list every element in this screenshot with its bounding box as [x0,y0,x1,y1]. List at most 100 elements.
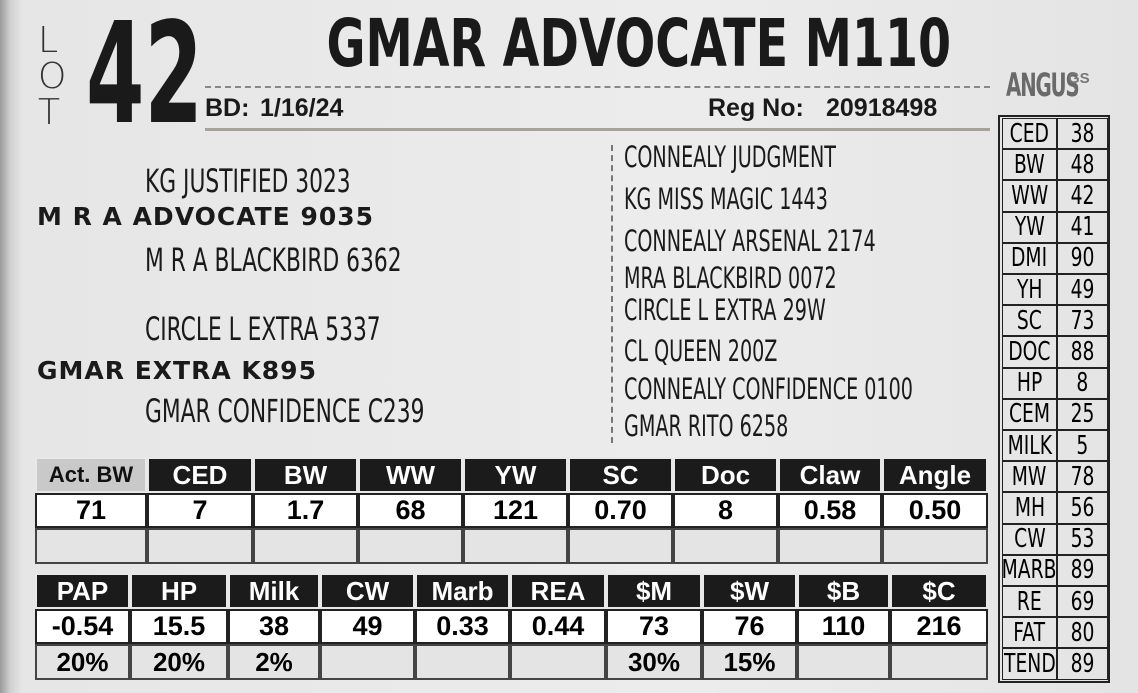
logo-text: ANGUS [1006,66,1080,104]
side-table-cell: 48 [1057,149,1108,181]
table-header: $C [890,573,988,609]
table-value: 216 [890,609,988,644]
table-header: Claw [778,457,882,493]
reg-label: Reg No: [708,94,804,122]
pedigree-ancestor-text: CONNEALY ARSENAL 2174 [624,224,876,258]
side-table-cell: 49 [1057,274,1108,306]
table-percentile: 15% [702,644,797,680]
side-table-cell: 41 [1057,211,1108,243]
side-value: 41 [1070,212,1095,243]
side-value: 56 [1070,492,1095,523]
table-header: REA [510,573,606,609]
side-table-cell: CEM [1002,398,1057,430]
table-value: 73 [606,609,702,644]
side-value: 48 [1070,149,1095,180]
side-label: DMI [1011,243,1048,274]
side-label: YH [1016,274,1043,305]
birth-date-label: BD: [205,94,250,122]
side-label: MARB [1002,555,1057,586]
side-value: 5 [1076,430,1089,461]
title-text: GMAR ADVOCATE M110 [326,5,952,82]
side-table-cell: RE [1002,586,1057,618]
side-value: 25 [1070,399,1095,430]
table-header: Doc [673,457,778,493]
side-value: 53 [1070,524,1095,555]
side-table-cell: 80 [1057,617,1108,649]
side-table-cell: 8 [1057,367,1108,399]
reg-number: 20918498 [826,94,938,122]
side-value: 89 [1070,555,1095,586]
side-value: 89 [1070,648,1095,679]
pedigree-ancestor-text: MRA BLACKBIRD 0072 [624,261,837,295]
table-header: $W [702,573,797,609]
side-table-cell: 53 [1057,523,1108,555]
table-header: $M [606,573,702,609]
pedigree-ancestor: CONNEALY JUDGMENT [624,140,945,175]
side-table-cell: MH [1002,492,1057,524]
pedigree-grandparent: M R A BLACKBIRD 6362 [145,241,522,279]
table-blank [882,528,988,564]
pedigree-ancestor: CIRCLE L EXTRA 29W [624,293,930,328]
side-value: 42 [1070,180,1095,211]
table-value: 1.7 [253,493,358,528]
table-value: 0.50 [882,493,988,528]
side-label: SC [1017,305,1042,336]
table-blank [253,528,358,564]
pedigree-grandparent: GMAR CONFIDENCE C239 [145,392,556,430]
table-percentile [415,644,510,680]
side-value: 88 [1070,336,1095,367]
pedigree-ancestor-text: CL QUEEN 200Z [624,334,778,368]
side-table-cell: DMI [1002,242,1057,274]
side-label: BW [1014,149,1045,180]
side-label: DOC [1008,336,1051,367]
side-table-cell: HP [1002,367,1057,399]
table-value: 0.58 [778,493,882,528]
logo: ANGUS [1006,66,1123,104]
side-label: TEND [1003,648,1056,679]
side-label: MW [1012,461,1047,492]
side-table-cell: 78 [1057,461,1108,493]
side-label: MH [1014,492,1045,523]
table-header: HP [130,573,228,609]
table-value: 15.5 [130,609,228,644]
table-percentile: 20% [130,644,228,680]
side-table-cell: MW [1002,461,1057,493]
pedigree-ancestor: KG MISS MAGIC 1443 [624,182,933,217]
side-value: 69 [1070,586,1095,617]
table-value: 49 [320,609,415,644]
table-percentile [797,644,890,680]
logo-suffix: GS [1068,70,1090,87]
lot-letter: L [38,20,59,61]
table-blank [147,528,253,564]
header-rule [205,128,990,131]
table-header: PAP [35,573,130,609]
side-value: 38 [1070,118,1095,149]
table-percentile: 2% [228,644,320,680]
table-blank [568,528,673,564]
side-value: 90 [1070,243,1095,274]
side-table-cell: 5 [1057,430,1108,462]
table-header: Angle [882,457,988,493]
side-label: FAT [1013,617,1046,648]
table-value: 0.44 [510,609,606,644]
table-percentile [890,644,988,680]
lot-letter: O [38,56,67,97]
pedigree-ancestor: CONNEALY CONFIDENCE 0100 [624,372,1062,407]
title-rule [205,86,990,88]
table-value: 0.33 [415,609,510,644]
pedigree-ancestor: MRA BLACKBIRD 0072 [624,261,946,296]
side-label: WW [1010,180,1049,211]
side-label: CEM [1008,399,1051,430]
table-blank [463,528,568,564]
pedigree-ancestor-text: CONNEALY CONFIDENCE 0100 [624,372,913,406]
pedigree-parent: M R A ADVOCATE 9035 [37,202,375,231]
table-header: CED [147,457,253,493]
side-table-cell: SC [1002,305,1057,337]
side-label: CED [1009,118,1050,149]
table-blank [778,528,882,564]
side-value: 80 [1070,617,1095,648]
side-table-cell: YW [1002,211,1057,243]
table-header: Act. BW [35,457,147,493]
pedigree-divider [611,145,613,443]
